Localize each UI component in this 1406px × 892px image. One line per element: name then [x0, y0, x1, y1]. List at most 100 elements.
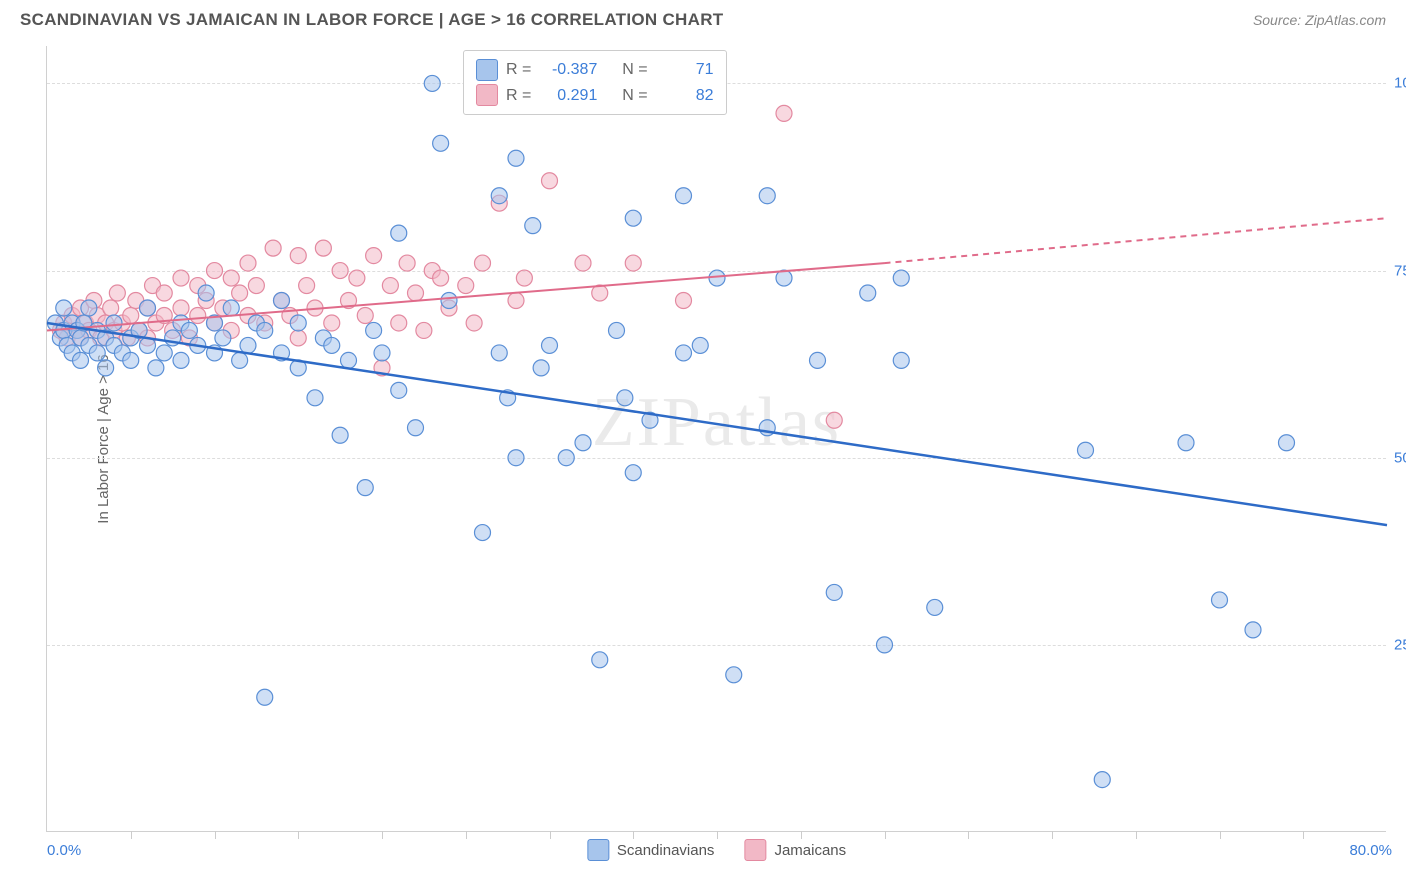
trend-line-scandinavians — [47, 323, 1387, 525]
scatter-point — [391, 315, 407, 331]
scatter-point — [265, 240, 281, 256]
x-axis-min-label: 0.0% — [47, 842, 81, 859]
scatter-point — [290, 330, 306, 346]
scatter-point — [324, 337, 340, 353]
correlation-stats-box: R = -0.387 N = 71 R = 0.291 N = 82 — [463, 50, 727, 115]
scatter-point — [617, 390, 633, 406]
scatter-point — [232, 285, 248, 301]
scatter-point — [542, 337, 558, 353]
scatter-point — [1078, 442, 1094, 458]
scatter-point — [299, 278, 315, 294]
scatter-point — [927, 599, 943, 615]
scatter-point — [232, 352, 248, 368]
scatter-point — [441, 293, 457, 309]
scatter-point — [198, 285, 214, 301]
y-tick-label: 50.0% — [1394, 449, 1406, 466]
scatter-point — [98, 360, 114, 376]
scatter-point — [382, 278, 398, 294]
scatter-point — [466, 315, 482, 331]
scatter-point — [575, 435, 591, 451]
scatter-point — [89, 345, 105, 361]
scatter-point — [433, 270, 449, 286]
swatch-jamaicans — [476, 84, 498, 106]
scatter-point — [508, 450, 524, 466]
scatter-point — [533, 360, 549, 376]
scatter-point — [1279, 435, 1295, 451]
scatter-point — [391, 382, 407, 398]
scatter-point — [475, 255, 491, 271]
scatter-point — [826, 412, 842, 428]
scatter-point — [625, 465, 641, 481]
scatter-point — [106, 315, 122, 331]
scatter-point — [726, 667, 742, 683]
r-label: R = — [506, 57, 531, 83]
scatter-point — [391, 225, 407, 241]
scatter-point — [257, 322, 273, 338]
scatter-point — [508, 293, 524, 309]
scatter-point — [81, 300, 97, 316]
scatter-point — [148, 360, 164, 376]
scatter-point — [366, 322, 382, 338]
scatter-point — [173, 270, 189, 286]
scatter-point — [810, 352, 826, 368]
scatter-point — [1245, 622, 1261, 638]
scatter-point — [625, 210, 641, 226]
x-axis-max-label: 80.0% — [1349, 842, 1392, 859]
scatter-point — [575, 255, 591, 271]
scatter-point — [491, 345, 507, 361]
scatter-point — [558, 450, 574, 466]
scatter-point — [307, 390, 323, 406]
y-tick-label: 100.0% — [1394, 75, 1406, 92]
plot-area: In Labor Force | Age > 16 25.0%50.0%75.0… — [46, 46, 1386, 832]
n-value-jamaicans: 82 — [656, 83, 714, 109]
scatter-point — [332, 427, 348, 443]
scatter-point — [592, 652, 608, 668]
swatch-scandinavians — [476, 59, 498, 81]
scatter-plot-svg — [47, 46, 1386, 831]
scatter-point — [190, 307, 206, 323]
scatter-point — [123, 352, 139, 368]
scatter-point — [676, 345, 692, 361]
scatter-point — [542, 173, 558, 189]
scatter-point — [692, 337, 708, 353]
scatter-point — [332, 263, 348, 279]
scatter-point — [433, 135, 449, 151]
scatter-point — [676, 293, 692, 309]
legend-item-scandinavians: Scandinavians — [587, 839, 715, 861]
scatter-point — [399, 255, 415, 271]
y-tick-label: 25.0% — [1394, 636, 1406, 653]
stats-row-jamaicans: R = 0.291 N = 82 — [476, 83, 714, 109]
scatter-point — [525, 218, 541, 234]
scatter-point — [759, 188, 775, 204]
scatter-point — [508, 150, 524, 166]
scatter-point — [257, 689, 273, 705]
scatter-point — [893, 270, 909, 286]
scatter-point — [73, 352, 89, 368]
trend-line-jamaicans-dashed — [885, 218, 1388, 263]
scatter-point — [290, 248, 306, 264]
scatter-point — [349, 270, 365, 286]
trend-line-jamaicans — [47, 263, 885, 330]
scatter-point — [860, 285, 876, 301]
scatter-point — [207, 263, 223, 279]
chart-title: SCANDINAVIAN VS JAMAICAN IN LABOR FORCE … — [20, 10, 723, 30]
scatter-point — [676, 188, 692, 204]
scatter-point — [625, 255, 641, 271]
scatter-point — [324, 315, 340, 331]
scatter-point — [56, 300, 72, 316]
scatter-point — [408, 420, 424, 436]
legend-label-scandinavians: Scandinavians — [617, 842, 715, 859]
scatter-point — [475, 525, 491, 541]
scatter-point — [424, 75, 440, 91]
scatter-point — [140, 300, 156, 316]
r-label: R = — [506, 83, 531, 109]
scatter-point — [315, 240, 331, 256]
scatter-point — [181, 322, 197, 338]
scatter-point — [357, 307, 373, 323]
n-value-scandinavians: 71 — [656, 57, 714, 83]
scatter-point — [776, 105, 792, 121]
scatter-point — [877, 637, 893, 653]
stats-row-scandinavians: R = -0.387 N = 71 — [476, 57, 714, 83]
scatter-point — [274, 293, 290, 309]
legend-label-jamaicans: Jamaicans — [774, 842, 846, 859]
